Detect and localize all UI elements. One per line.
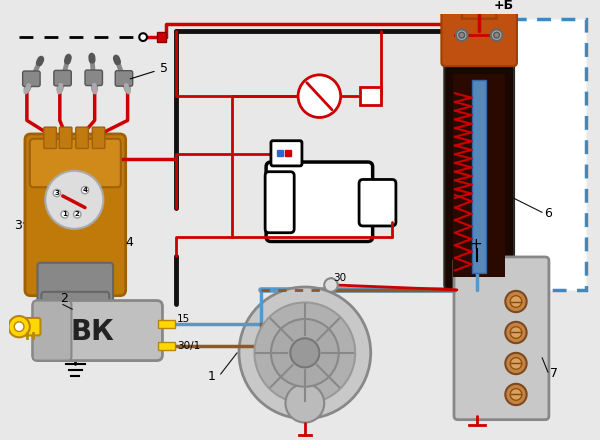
FancyBboxPatch shape xyxy=(54,70,71,86)
FancyBboxPatch shape xyxy=(271,141,302,166)
Circle shape xyxy=(494,32,500,38)
FancyBboxPatch shape xyxy=(38,263,113,302)
Circle shape xyxy=(491,29,502,41)
Circle shape xyxy=(8,316,30,337)
Circle shape xyxy=(510,358,522,369)
Circle shape xyxy=(505,353,527,374)
FancyBboxPatch shape xyxy=(265,172,294,233)
FancyBboxPatch shape xyxy=(30,139,121,187)
Text: 4: 4 xyxy=(125,236,134,249)
FancyBboxPatch shape xyxy=(15,318,40,335)
FancyBboxPatch shape xyxy=(76,127,88,148)
Circle shape xyxy=(510,296,522,307)
Text: +Б: +Б xyxy=(494,0,514,12)
Text: 1: 1 xyxy=(208,370,216,383)
FancyBboxPatch shape xyxy=(32,301,71,361)
Circle shape xyxy=(14,322,24,331)
Circle shape xyxy=(510,326,522,338)
FancyBboxPatch shape xyxy=(41,292,109,331)
Text: ВК: ВК xyxy=(71,318,115,345)
Circle shape xyxy=(74,211,81,218)
FancyBboxPatch shape xyxy=(59,127,72,148)
FancyBboxPatch shape xyxy=(445,59,514,289)
Circle shape xyxy=(298,75,341,117)
Circle shape xyxy=(254,302,355,403)
Circle shape xyxy=(459,32,464,38)
Polygon shape xyxy=(462,0,497,18)
Text: 2: 2 xyxy=(60,293,68,305)
FancyBboxPatch shape xyxy=(157,32,166,42)
FancyBboxPatch shape xyxy=(49,322,101,350)
FancyBboxPatch shape xyxy=(455,18,586,290)
Circle shape xyxy=(510,389,522,400)
Circle shape xyxy=(505,322,527,343)
FancyBboxPatch shape xyxy=(454,257,549,420)
Circle shape xyxy=(239,287,371,419)
Text: 30/1: 30/1 xyxy=(177,341,200,351)
Circle shape xyxy=(505,384,527,405)
Circle shape xyxy=(324,278,338,292)
FancyBboxPatch shape xyxy=(360,88,382,105)
Text: 5: 5 xyxy=(130,62,167,79)
FancyBboxPatch shape xyxy=(472,80,486,273)
FancyBboxPatch shape xyxy=(44,127,56,148)
Circle shape xyxy=(61,211,68,218)
Circle shape xyxy=(82,187,89,194)
FancyBboxPatch shape xyxy=(158,320,175,328)
FancyBboxPatch shape xyxy=(359,180,396,226)
Text: 1: 1 xyxy=(62,211,67,217)
Circle shape xyxy=(456,29,467,41)
FancyBboxPatch shape xyxy=(453,74,505,277)
FancyBboxPatch shape xyxy=(32,301,163,361)
FancyBboxPatch shape xyxy=(25,134,125,296)
Text: 2: 2 xyxy=(75,211,80,217)
Text: +: + xyxy=(469,237,482,252)
Text: 3: 3 xyxy=(55,190,59,196)
Circle shape xyxy=(286,384,324,422)
FancyBboxPatch shape xyxy=(85,70,103,85)
Circle shape xyxy=(290,338,319,367)
FancyBboxPatch shape xyxy=(23,71,40,87)
Text: 30: 30 xyxy=(333,273,346,283)
Circle shape xyxy=(45,171,103,229)
Circle shape xyxy=(271,319,339,387)
FancyBboxPatch shape xyxy=(442,10,517,66)
Text: 3: 3 xyxy=(14,219,22,232)
Circle shape xyxy=(505,291,527,312)
Circle shape xyxy=(53,189,61,197)
FancyBboxPatch shape xyxy=(92,127,105,148)
Circle shape xyxy=(139,33,147,41)
FancyBboxPatch shape xyxy=(158,342,175,350)
Text: 15: 15 xyxy=(177,314,190,324)
Text: 4: 4 xyxy=(82,187,88,193)
FancyBboxPatch shape xyxy=(115,71,133,86)
Text: 7: 7 xyxy=(550,367,558,380)
FancyBboxPatch shape xyxy=(266,162,373,242)
Text: 6: 6 xyxy=(544,207,552,220)
